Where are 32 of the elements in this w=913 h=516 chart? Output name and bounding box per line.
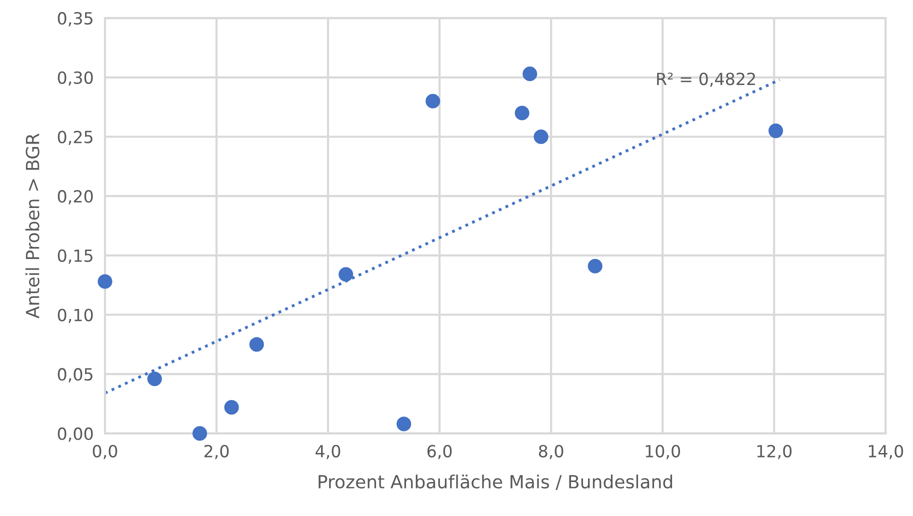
x-tick-label: 10,0 xyxy=(646,444,680,460)
point xyxy=(588,258,602,274)
point xyxy=(768,124,784,138)
point xyxy=(522,66,538,82)
point xyxy=(338,267,354,282)
x-tick-label: 8,0 xyxy=(538,444,564,460)
y-tick-label: 0,00 xyxy=(58,427,93,442)
annotation: R² = 0,4822 xyxy=(657,72,755,87)
x-tick-label: 2,0 xyxy=(204,444,229,460)
y-tick-label: 0,20 xyxy=(58,190,93,204)
point xyxy=(224,400,239,415)
y-tick-label: 0,05 xyxy=(58,368,92,382)
x-tick-label: 0,0 xyxy=(92,444,118,460)
y-tick-label: 0,15 xyxy=(58,249,92,264)
point xyxy=(147,372,162,386)
point xyxy=(396,416,412,432)
point xyxy=(98,274,112,289)
y-tick-label: 0,10 xyxy=(58,308,93,324)
point xyxy=(192,426,208,441)
y-tick-label: 0,30 xyxy=(58,71,93,86)
x-tick-label: 6,0 xyxy=(427,444,452,460)
y-tick-label: 0,25 xyxy=(58,130,92,146)
y-axis-title: Anteil Proben > BGR xyxy=(25,133,40,318)
x-tick-label: 14,0 xyxy=(868,444,904,460)
x-tick-label: 12,0 xyxy=(757,444,792,460)
y-tick-label: 0,35 xyxy=(58,12,92,26)
x-axis-title: Prozent Anbaufläche Mais / Bundesland xyxy=(318,474,672,490)
point xyxy=(249,337,264,352)
point xyxy=(534,129,548,144)
x-tick-label: 4,0 xyxy=(316,444,340,460)
point xyxy=(514,106,530,120)
point xyxy=(426,94,440,108)
